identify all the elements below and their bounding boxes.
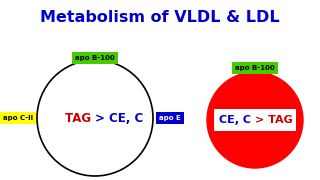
Circle shape [37, 60, 153, 176]
Circle shape [207, 72, 303, 168]
Text: apo B-100: apo B-100 [75, 55, 115, 61]
Text: > CE, C: > CE, C [95, 111, 143, 125]
Text: apo E: apo E [159, 115, 181, 121]
Text: Metabolism of VLDL & LDL: Metabolism of VLDL & LDL [40, 10, 280, 26]
Text: apo C-II: apo C-II [3, 115, 33, 121]
Text: CE, C: CE, C [219, 115, 255, 125]
FancyBboxPatch shape [214, 109, 296, 131]
Text: > TAG: > TAG [255, 115, 293, 125]
Text: apo B-100: apo B-100 [235, 65, 275, 71]
Text: TAG: TAG [65, 111, 95, 125]
